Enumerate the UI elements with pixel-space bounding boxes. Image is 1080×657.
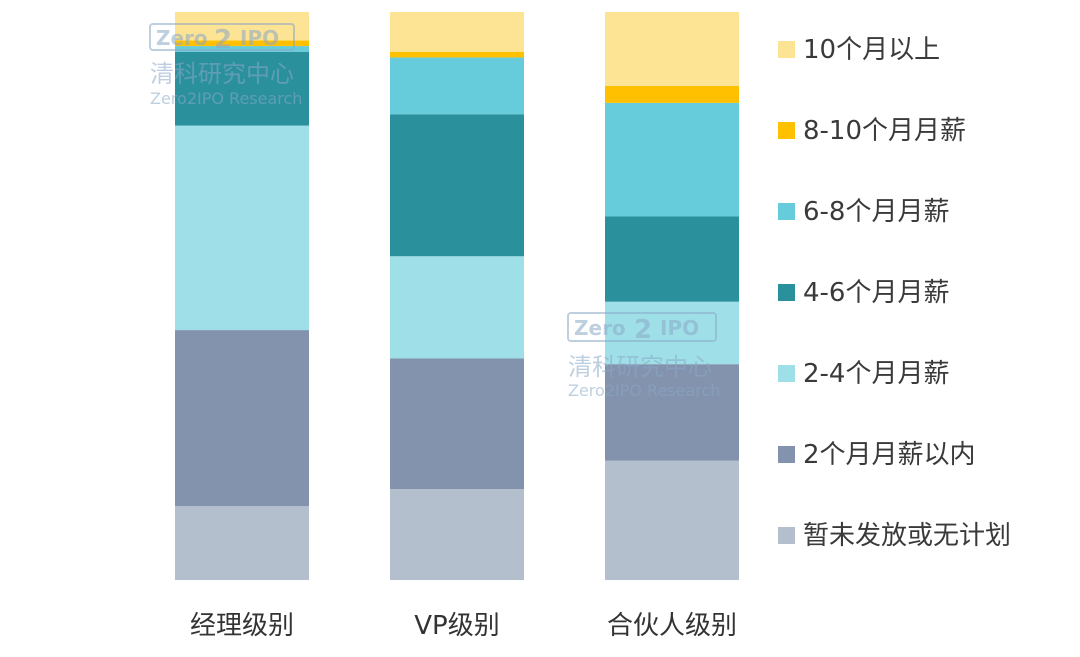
legend-label: 2个月月薪以内: [803, 440, 976, 470]
bar-segment: [175, 330, 309, 507]
svg-text:清科研究中心: 清科研究中心: [568, 353, 712, 381]
category-labels: 经理级别 VP级别 合伙人级别: [190, 611, 737, 641]
bar-segment: [175, 46, 309, 52]
legend-label: 4-6个月月薪: [803, 278, 949, 308]
legend-label: 暂未发放或无计划: [803, 521, 1011, 551]
bar-segment: [175, 51, 309, 126]
bar-segment: [390, 12, 524, 52]
bar-segment: [605, 12, 739, 86]
legend-swatch: [778, 203, 795, 220]
svg-text:IPO: IPO: [240, 26, 279, 50]
watermark-logo: Zero 2 IPO 清科研究中心 Zero2IPO Research: [149, 23, 302, 108]
legend-label: 6-8个月月薪: [803, 197, 949, 227]
svg-text:IPO: IPO: [660, 316, 699, 340]
bar-segment: [390, 358, 524, 490]
legend: 10个月以上 8-10个月月薪 6-8个月月薪 4-6个月月薪 2-4个月月薪 2个月月薪…: [778, 35, 1011, 551]
svg-text:2: 2: [214, 25, 232, 55]
svg-text:Zero2IPO Research: Zero2IPO Research: [568, 381, 720, 400]
bar-segment: [390, 51, 524, 58]
category-label: 经理级别: [190, 611, 294, 641]
legend-swatch: [778, 122, 795, 139]
watermark-logo: Zero 2 IPO 清科研究中心 Zero2IPO Research: [567, 312, 720, 400]
bar-segment: [390, 256, 524, 359]
legend-swatch: [778, 527, 795, 544]
bar-segment: [390, 489, 524, 580]
svg-text:Zero: Zero: [156, 26, 208, 50]
legend-swatch: [778, 284, 795, 301]
bar-segment: [175, 506, 309, 580]
bar-segment: [605, 364, 739, 461]
legend-label: 10个月以上: [803, 35, 940, 65]
category-label: VP级别: [414, 611, 499, 641]
legend-swatch: [778, 365, 795, 382]
bar-segment: [175, 125, 309, 331]
category-label: 合伙人级别: [607, 611, 737, 641]
legend-swatch: [778, 41, 795, 58]
svg-text:2: 2: [634, 315, 652, 345]
legend-swatch: [778, 446, 795, 463]
bar-segment: [390, 57, 524, 115]
svg-text:Zero2IPO Research: Zero2IPO Research: [150, 89, 302, 108]
bar-segment: [605, 85, 739, 103]
legend-label: 8-10个月月薪: [803, 116, 966, 146]
svg-text:清科研究中心: 清科研究中心: [150, 60, 294, 88]
legend-label: 2-4个月月薪: [803, 359, 949, 389]
bar-segment: [390, 114, 524, 257]
svg-text:Zero: Zero: [574, 316, 626, 340]
bar-segment: [175, 12, 309, 41]
bar-segment: [605, 460, 739, 580]
bar-segment: [175, 40, 309, 47]
bar-segment: [605, 216, 739, 302]
bars-group: [175, 12, 739, 580]
bar-segment: [605, 102, 739, 217]
